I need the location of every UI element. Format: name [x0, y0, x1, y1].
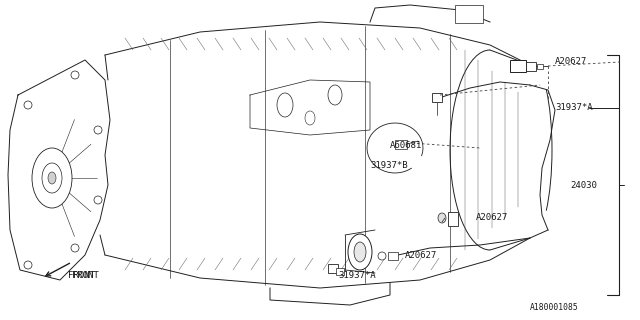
- Text: 31937*A: 31937*A: [555, 103, 593, 113]
- Ellipse shape: [48, 172, 56, 184]
- Bar: [328, 264, 338, 273]
- Ellipse shape: [438, 213, 446, 223]
- Bar: [526, 62, 536, 71]
- Bar: [388, 252, 398, 260]
- Bar: [510, 60, 526, 72]
- Bar: [395, 140, 407, 149]
- Ellipse shape: [348, 234, 372, 270]
- Bar: [455, 5, 483, 23]
- Ellipse shape: [32, 148, 72, 208]
- Text: A20627: A20627: [405, 252, 437, 260]
- Ellipse shape: [24, 261, 32, 269]
- Text: FRONT: FRONT: [68, 270, 95, 279]
- Text: 31937*A: 31937*A: [338, 270, 376, 279]
- Text: FRONT: FRONT: [72, 270, 99, 279]
- Ellipse shape: [305, 111, 315, 125]
- Bar: [537, 64, 543, 69]
- Ellipse shape: [42, 163, 62, 193]
- Text: A60681: A60681: [390, 140, 422, 149]
- Ellipse shape: [354, 242, 366, 262]
- Ellipse shape: [94, 196, 102, 204]
- Bar: [448, 212, 458, 226]
- Bar: [432, 93, 442, 102]
- Ellipse shape: [457, 6, 467, 22]
- Text: 31937*B: 31937*B: [370, 161, 408, 170]
- Text: A20627: A20627: [476, 213, 508, 222]
- Text: 24030: 24030: [570, 180, 597, 189]
- Ellipse shape: [24, 101, 32, 109]
- Ellipse shape: [71, 71, 79, 79]
- Text: A20627: A20627: [555, 58, 588, 67]
- Text: A180001085: A180001085: [530, 303, 579, 313]
- Ellipse shape: [277, 93, 293, 117]
- Ellipse shape: [378, 252, 386, 260]
- Bar: [336, 268, 344, 275]
- Ellipse shape: [94, 126, 102, 134]
- Ellipse shape: [71, 244, 79, 252]
- Ellipse shape: [328, 85, 342, 105]
